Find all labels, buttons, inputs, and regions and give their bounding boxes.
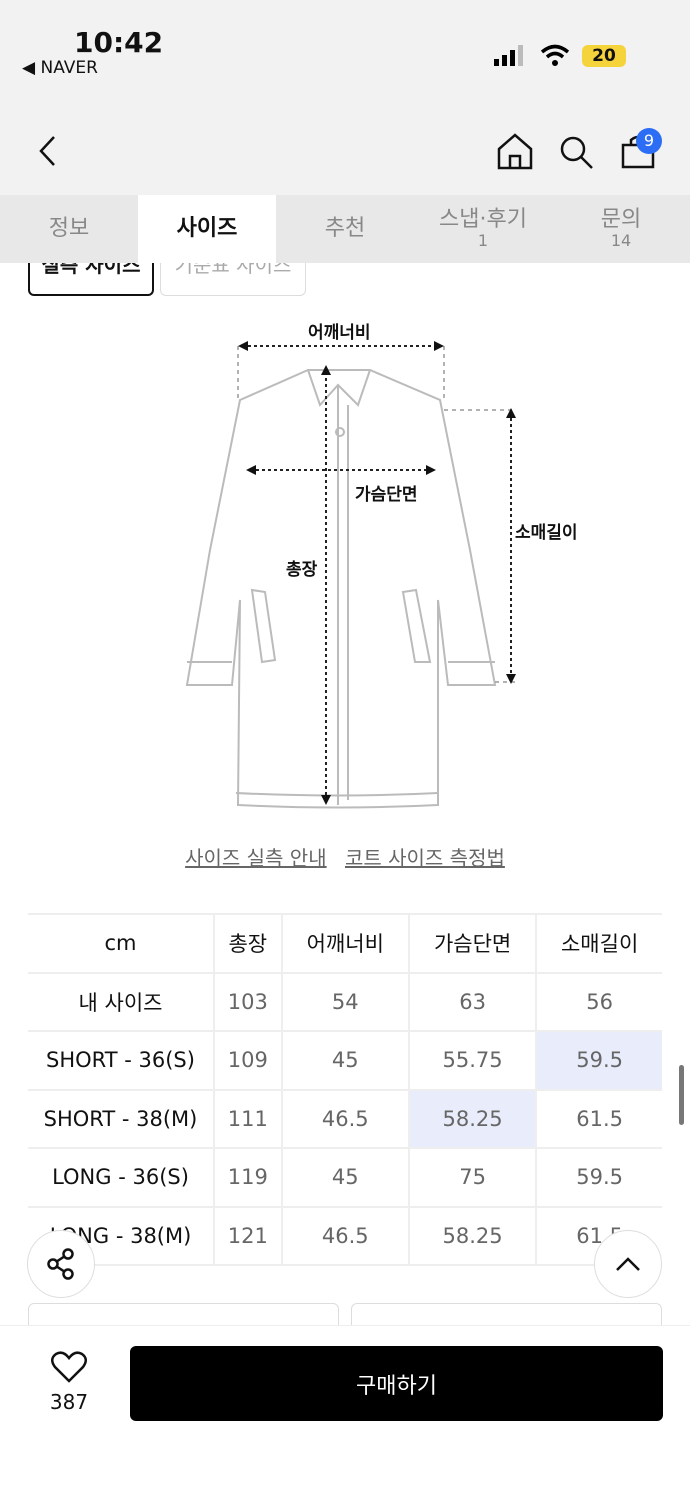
tab-label: 스냅·후기 (439, 207, 527, 233)
tab-recommend[interactable]: 추천 (276, 195, 414, 263)
cell: 63 (407, 971, 538, 1032)
share-icon (47, 1248, 74, 1280)
back-to-app[interactable]: ◀ NAVER (22, 58, 98, 78)
wifi-icon (540, 44, 570, 66)
cell: 103 (213, 971, 283, 1032)
size-name: 내 사이즈 (28, 971, 215, 1032)
scrollbar[interactable] (679, 1065, 684, 1125)
cell-highlighted: 59.5 (535, 1030, 662, 1091)
cell: 119 (213, 1147, 283, 1208)
tab-qna[interactable]: 문의 14 (552, 195, 690, 263)
signal-icon (494, 45, 523, 66)
header-cell: 소매길이 (535, 913, 662, 974)
cell: 45 (280, 1147, 410, 1208)
tab-label: 문의 (600, 207, 642, 233)
status-bar: 10:42 ◀ NAVER 20 9 (0, 0, 690, 195)
size-name: LONG - 36(S) (28, 1147, 215, 1208)
clock: 10:42 (74, 26, 164, 59)
size-guide-link[interactable]: 사이즈 실측 안내 (185, 846, 327, 870)
cell: 111 (213, 1088, 283, 1149)
tab-label: 정보 (48, 215, 90, 241)
heart-icon[interactable] (50, 1350, 88, 1384)
cell: 54 (280, 971, 410, 1032)
cell: 56 (535, 971, 662, 1032)
cell: 46.5 (280, 1205, 410, 1266)
back-icon[interactable] (36, 134, 60, 168)
cell: 75 (407, 1147, 538, 1208)
tab-reviews[interactable]: 스냅·후기 1 (414, 195, 552, 263)
buy-button[interactable]: 구매하기 (130, 1346, 663, 1421)
table-row: LONG - 38(M) 121 46.5 58.25 61.5 (28, 1205, 662, 1266)
like-count: 387 (49, 1390, 89, 1414)
search-icon[interactable] (558, 134, 596, 172)
tab-label: 사이즈 (176, 215, 238, 241)
table-header: cm 총장 어깨너비 가슴단면 소매길이 (28, 913, 662, 974)
measure-method-link[interactable]: 코트 사이즈 측정법 (344, 846, 505, 870)
cell: 46.5 (280, 1088, 410, 1149)
scroll-top-button[interactable] (594, 1230, 662, 1298)
cell-highlighted: 58.25 (407, 1088, 538, 1149)
table-row: SHORT - 38(M) 111 46.5 58.25 61.5 (28, 1088, 662, 1149)
header-cell: 어깨너비 (280, 913, 410, 974)
chevron-up-icon (616, 1257, 640, 1271)
tab-size[interactable]: 사이즈 (138, 195, 276, 263)
cell: 55.75 (407, 1030, 538, 1091)
tab-label: 추천 (324, 215, 366, 241)
cell: 109 (213, 1030, 283, 1091)
measured-size-button[interactable]: 실측 사이즈 (28, 263, 154, 296)
tab-info[interactable]: 정보 (0, 195, 138, 263)
home-icon[interactable] (496, 132, 534, 170)
tab-count: 14 (610, 231, 632, 251)
cell: 61.5 (535, 1088, 662, 1149)
table-row: LONG - 36(S) 119 45 75 59.5 (28, 1147, 662, 1208)
header-cell: cm (28, 913, 215, 974)
size-name: SHORT - 38(M) (28, 1088, 215, 1149)
segment-label: 실측 사이즈 (41, 263, 141, 277)
coat-diagram (185, 341, 516, 809)
header-cell: 총장 (213, 913, 283, 974)
chest-label: 가슴단면 (355, 485, 418, 505)
header-cell: 가슴단면 (407, 913, 538, 974)
sleeve-label: 소매길이 (515, 523, 578, 543)
table-row: SHORT - 36(S) 109 45 55.75 59.5 (28, 1030, 662, 1091)
cell: 45 (280, 1030, 410, 1091)
battery-indicator: 20 (582, 45, 626, 67)
cell: 58.25 (407, 1205, 538, 1266)
standard-size-button[interactable]: 기준표 사이즈 (160, 263, 306, 296)
shoulder-label: 어깨너비 (308, 323, 371, 343)
size-table: cm 총장 어깨너비 가슴단면 소매길이 내 사이즈 103 54 63 56 SHORT - … (28, 913, 662, 1266)
share-button[interactable] (27, 1230, 95, 1298)
segment-label: 기준표 사이즈 (174, 263, 292, 277)
tab-count: 1 (477, 231, 489, 251)
cart-badge: 9 (636, 128, 662, 154)
length-label: 총장 (286, 560, 318, 580)
cell: 59.5 (535, 1147, 662, 1208)
size-links: 사이즈 실측 안내 코트 사이즈 측정법 (0, 842, 690, 871)
cell: 121 (213, 1205, 283, 1266)
bottom-bar: 387 구매하기 (0, 1325, 690, 1500)
table-row: 내 사이즈 103 54 63 56 (28, 971, 662, 1032)
size-name: SHORT - 36(S) (28, 1030, 215, 1091)
tab-bar: 정보 사이즈 추천 스냅·후기 1 문의 14 (0, 195, 690, 263)
